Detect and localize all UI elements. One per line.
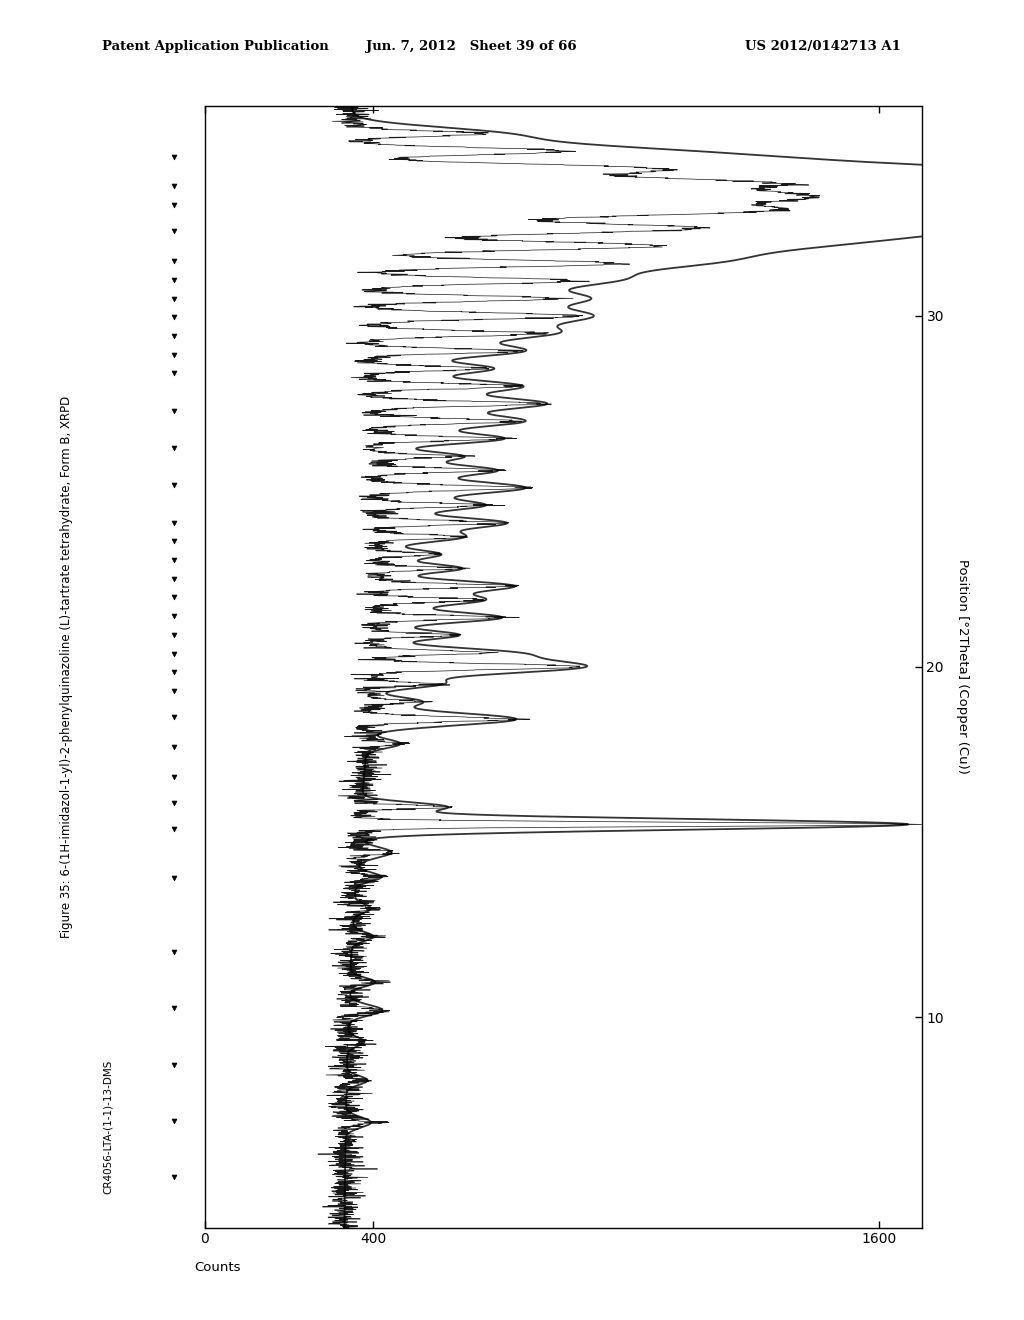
Text: Counts: Counts [195, 1261, 241, 1274]
Text: Jun. 7, 2012   Sheet 39 of 66: Jun. 7, 2012 Sheet 39 of 66 [366, 40, 577, 53]
Text: Patent Application Publication: Patent Application Publication [102, 40, 329, 53]
Text: CR4056-LTA-(1-1)-13-DMS: CR4056-LTA-(1-1)-13-DMS [102, 1060, 113, 1193]
Text: Figure 35: 6-(1H-imidazol-1-yl)-2-phenylquinazoline (L)-tartrate tetrahydrate, F: Figure 35: 6-(1H-imidazol-1-yl)-2-phenyl… [60, 396, 73, 937]
Text: Position [°2Theta] (Copper (Cu)): Position [°2Theta] (Copper (Cu)) [956, 560, 969, 774]
Text: US 2012/0142713 A1: US 2012/0142713 A1 [745, 40, 901, 53]
